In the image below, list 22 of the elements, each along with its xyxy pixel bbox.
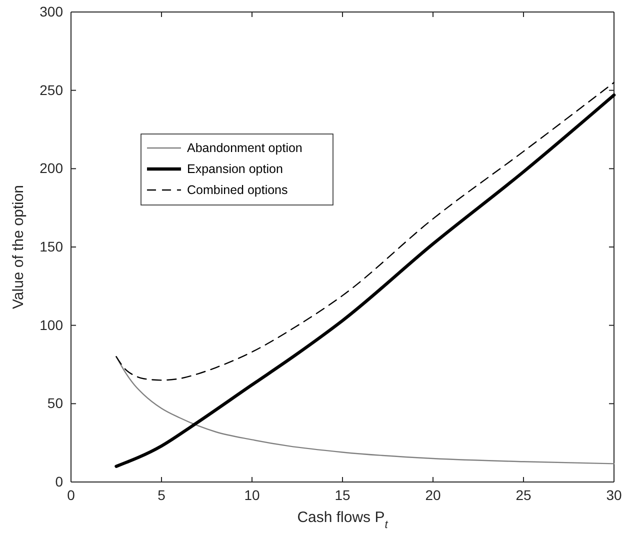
y-tick-label: 300 xyxy=(40,3,64,20)
x-tick-label: 30 xyxy=(606,486,622,503)
x-tick-label: 10 xyxy=(244,486,260,503)
legend-label: Expansion option xyxy=(187,162,283,176)
legend-label: Combined options xyxy=(187,183,288,197)
y-tick-label: 250 xyxy=(40,82,64,98)
y-tick-label: 100 xyxy=(40,316,64,333)
x-tick-label: 15 xyxy=(334,486,350,503)
line-series xyxy=(116,82,615,381)
y-axis-title: Value of the option xyxy=(10,185,27,309)
y-tick-label: 200 xyxy=(40,160,64,176)
x-tick-label: 25 xyxy=(516,486,532,503)
line-series xyxy=(116,356,615,464)
x-tick-label: 20 xyxy=(425,486,441,503)
y-tick-label: 150 xyxy=(40,238,64,254)
x-axis-title: Cash flows P$_{t}$ xyxy=(297,509,389,531)
y-tick-label: 50 xyxy=(47,395,64,412)
x-tick-label: 0 xyxy=(67,486,76,503)
x-tick-label: 5 xyxy=(158,486,166,503)
line-series xyxy=(114,93,616,468)
legend-label: Abandonment option xyxy=(187,141,302,155)
y-tick-label: 0 xyxy=(55,473,64,490)
